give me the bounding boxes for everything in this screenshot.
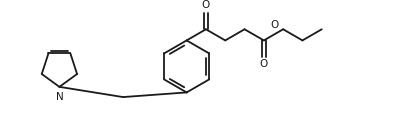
Text: O: O xyxy=(260,59,268,69)
Text: N: N xyxy=(56,92,63,102)
Text: O: O xyxy=(270,20,279,30)
Text: O: O xyxy=(202,0,210,10)
